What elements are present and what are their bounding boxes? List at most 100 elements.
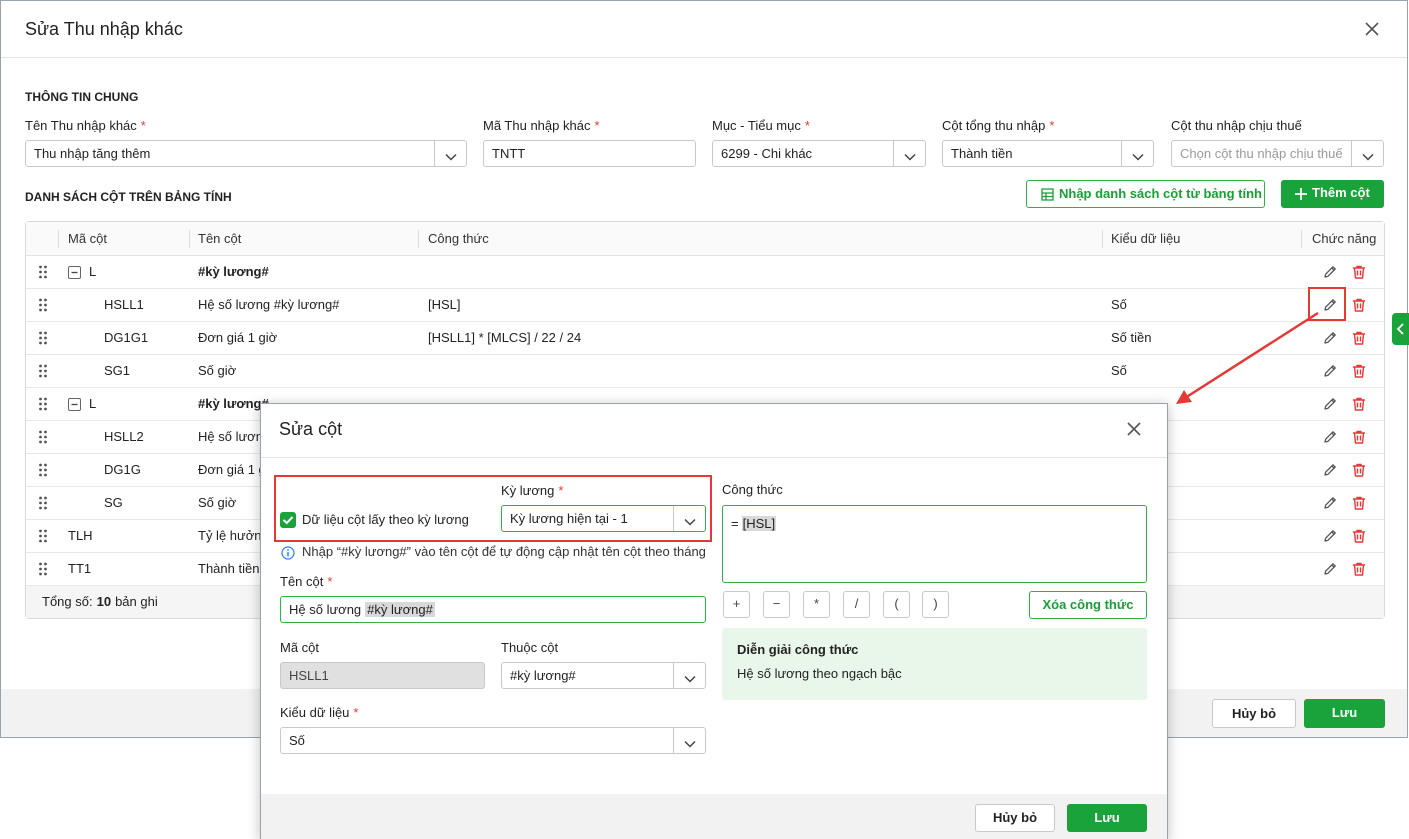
drag-handle[interactable] — [39, 529, 47, 543]
drag-handle[interactable] — [39, 265, 47, 279]
chevron — [904, 149, 916, 161]
icon-shape — [39, 440, 42, 444]
delete-button[interactable] — [1351, 297, 1367, 313]
icon — [1324, 299, 1336, 311]
edit-button[interactable] — [1322, 429, 1338, 445]
cell-name: #kỳ lương# — [198, 264, 269, 279]
edit-button[interactable] — [1322, 297, 1338, 313]
button-label: Nhập danh sách cột từ bảng tính — [1059, 186, 1262, 201]
required-mark: * — [594, 118, 600, 133]
input-value: Hệ số lương #kỳ lương# — [289, 602, 435, 618]
delete-button[interactable] — [1351, 396, 1367, 412]
cell-code: HSLL2 — [104, 429, 144, 444]
drag-handle[interactable] — [39, 463, 47, 477]
drag-handle[interactable] — [39, 331, 47, 345]
icon-shape — [1324, 563, 1336, 575]
delete-button[interactable] — [1351, 429, 1367, 445]
formula-editor[interactable]: = [HSL] — [722, 505, 1147, 583]
icon-shape — [39, 506, 42, 510]
icon-shape — [684, 675, 696, 683]
drag-handle[interactable] — [39, 562, 47, 576]
delete-button[interactable] — [1351, 264, 1367, 280]
icon — [684, 675, 696, 683]
cancel-button[interactable]: Hủy bỏ — [1212, 699, 1296, 728]
operator-button[interactable]: ) — [922, 591, 949, 618]
drag-handle[interactable] — [39, 298, 47, 312]
delete-button[interactable] — [1351, 561, 1367, 577]
cell-name: Đơn giá 1 giờ — [198, 330, 278, 345]
cancel-button[interactable]: Hủy bỏ — [975, 804, 1055, 832]
icon-shape — [44, 435, 47, 439]
edit-button[interactable] — [1322, 363, 1338, 379]
edit-button[interactable] — [1322, 330, 1338, 346]
clear-formula-button[interactable]: Xóa công thức — [1029, 591, 1147, 619]
edit-button[interactable] — [1322, 528, 1338, 544]
icon-shape — [44, 440, 47, 444]
icon — [1353, 463, 1365, 477]
select[interactable]: Chọn cột thu nhập chịu thuế — [1171, 140, 1384, 167]
text-input[interactable]: Hệ số lương #kỳ lương# — [280, 596, 706, 623]
select[interactable]: Kỳ lương hiện tại - 1 — [501, 505, 706, 532]
select[interactable]: Số — [280, 727, 706, 754]
drag-handle[interactable] — [39, 397, 47, 411]
save-button[interactable]: Lưu — [1067, 804, 1147, 832]
select[interactable]: 6299 - Chi khác — [712, 140, 926, 167]
edit-button[interactable] — [1322, 264, 1338, 280]
button-label: Hủy bỏ — [992, 810, 1038, 825]
total-number: 10 — [96, 594, 112, 609]
highlight-box — [1308, 287, 1346, 321]
icon-shape — [39, 397, 47, 411]
table-header — [26, 222, 1384, 256]
select[interactable]: Thu nhập tăng thêm — [25, 140, 467, 167]
edit-button[interactable] — [1322, 495, 1338, 511]
icon-shape — [44, 529, 47, 533]
edit-button[interactable] — [1322, 462, 1338, 478]
drag-handle[interactable] — [39, 430, 47, 444]
icon — [39, 562, 47, 576]
drag-handle[interactable] — [39, 364, 47, 378]
operator-button[interactable]: + — [723, 591, 750, 618]
field-label: Tên Thu nhập khác * — [25, 118, 146, 134]
collapse-toggle[interactable] — [68, 266, 81, 279]
delete-button[interactable] — [1351, 462, 1367, 478]
cell-code: TT1 — [68, 561, 92, 576]
operator-button[interactable]: − — [763, 591, 790, 618]
delete-button[interactable] — [1351, 495, 1367, 511]
icon — [1324, 431, 1336, 443]
cell-code: HSLL1 — [104, 297, 144, 312]
icon-shape — [1353, 562, 1365, 576]
chevron — [684, 514, 696, 526]
select[interactable]: #kỳ lương# — [501, 662, 706, 689]
icon-shape — [1353, 430, 1365, 444]
delete-button[interactable] — [1351, 363, 1367, 379]
icon — [282, 516, 294, 525]
close-button[interactable] — [1126, 421, 1142, 437]
icon — [1353, 529, 1365, 543]
dialog-title: Sửa cột — [279, 419, 343, 439]
side-panel-tab[interactable] — [1392, 313, 1409, 345]
delete-button[interactable] — [1351, 330, 1367, 346]
add-button[interactable]: Thêm cột — [1281, 180, 1384, 208]
save-button[interactable]: Lưu — [1304, 699, 1385, 728]
drag-handle[interactable] — [39, 496, 47, 510]
icon-shape — [39, 298, 42, 302]
text-input[interactable]: TNTT — [483, 140, 696, 167]
operator-button[interactable]: * — [803, 591, 830, 618]
checkbox-checked[interactable] — [280, 512, 296, 528]
icon-shape — [39, 364, 47, 378]
delete-button[interactable] — [1351, 528, 1367, 544]
icon-shape — [904, 153, 916, 161]
select[interactable]: Thành tiền — [942, 140, 1154, 167]
import-button[interactable]: Nhập danh sách cột từ bảng tính — [1026, 180, 1265, 208]
icon-shape — [39, 496, 47, 510]
operator-button[interactable]: ( — [883, 591, 910, 618]
table-row: HSLL1 Hệ số lương #kỳ lương# [HSL] Số — [26, 289, 1384, 322]
icon-shape — [39, 572, 42, 576]
cell-code: TLH — [68, 528, 93, 543]
operator-button[interactable]: / — [843, 591, 870, 618]
edit-button[interactable] — [1322, 396, 1338, 412]
select-divider — [893, 141, 894, 166]
edit-button[interactable] — [1322, 561, 1338, 577]
collapse-toggle[interactable] — [68, 398, 81, 411]
close-button[interactable] — [1364, 21, 1380, 37]
